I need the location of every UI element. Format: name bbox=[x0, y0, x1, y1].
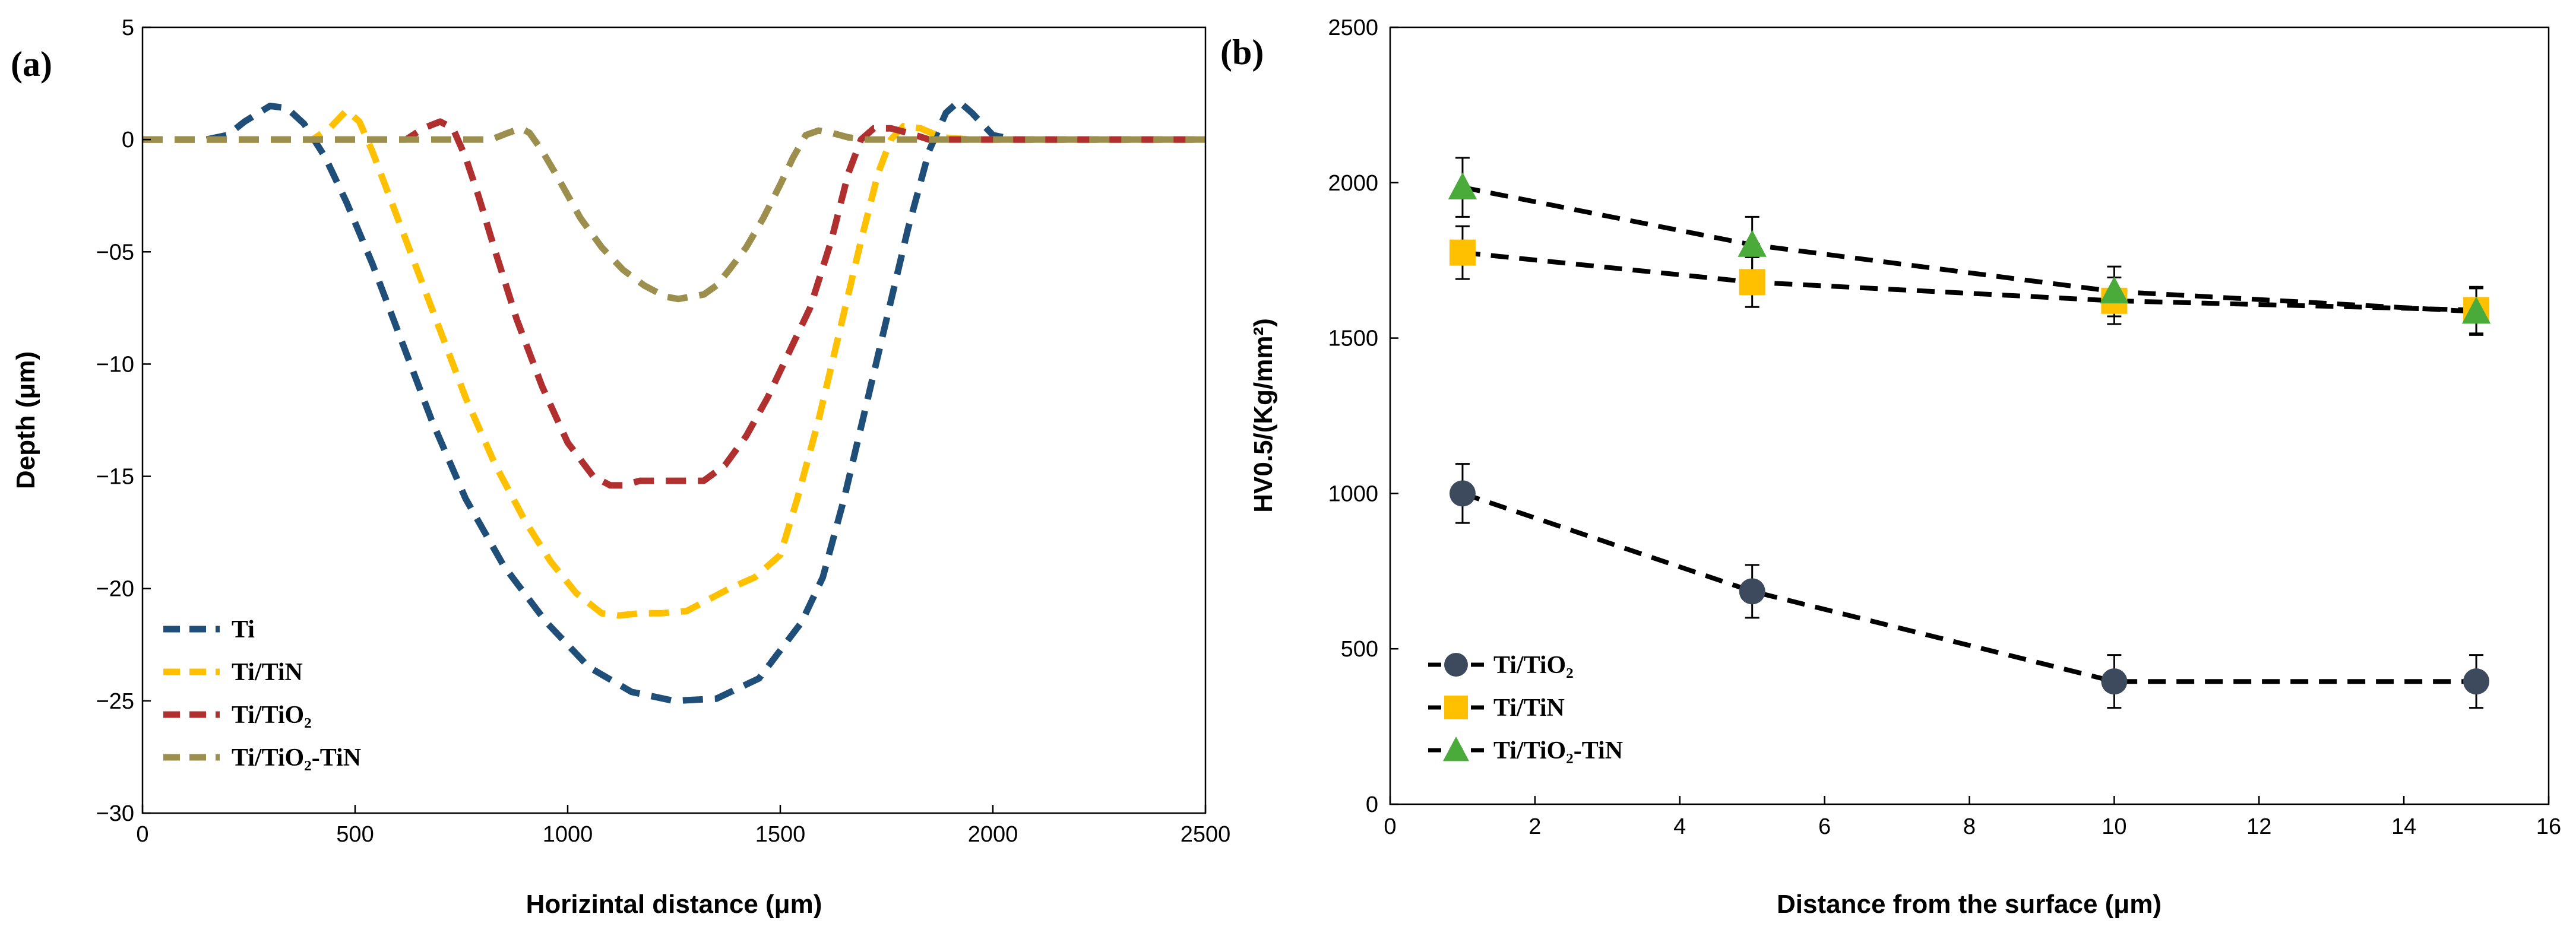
panel-b-x-axis-title: Distance from the surface (μm) bbox=[1777, 890, 2162, 919]
x-tick-label: 0 bbox=[1384, 814, 1396, 839]
series-line-ti-tin bbox=[143, 107, 1205, 619]
x-tick-label: 12 bbox=[2246, 814, 2271, 839]
y-tick-label: −30 bbox=[96, 801, 134, 826]
x-tick-label: 2000 bbox=[968, 822, 1018, 847]
y-tick-label: 1000 bbox=[1328, 481, 1378, 506]
legend-marker-ti-tio bbox=[1444, 653, 1468, 677]
series-line-ti bbox=[143, 98, 1205, 704]
legend-marker-ti-tin bbox=[1444, 696, 1468, 719]
y-tick-label: 500 bbox=[1341, 637, 1378, 662]
x-tick-label: 4 bbox=[1673, 814, 1686, 839]
panel-a-legend: Ti Ti/TiN Ti/TiO₂ Ti/TiO₂-TiN bbox=[163, 616, 361, 772]
y-tick-label: −25 bbox=[96, 689, 134, 714]
panel-a-y-axis-title: Depth (μm) bbox=[11, 351, 40, 489]
panel-a-x-axis: 0 500 1000 1500 2000 2500 bbox=[136, 805, 1230, 847]
y-tick-label: 2500 bbox=[1328, 15, 1378, 40]
legend-label-ti-tin: Ti/TiN bbox=[232, 659, 303, 686]
legend-label-ti-tin: Ti/TiN bbox=[1493, 694, 1565, 722]
data-point-ti-tio-tin bbox=[1448, 172, 1477, 199]
data-point-ti-tio-tin bbox=[2100, 276, 2129, 304]
panel-b-legend: Ti/TiO₂ Ti/TiN Ti/TiO₂-TiN bbox=[1428, 652, 1623, 764]
y-tick-label: 0 bbox=[122, 128, 134, 153]
panel-a-series-lines bbox=[143, 98, 1205, 704]
y-tick-label: 5 bbox=[122, 15, 134, 40]
panel-b-x-axis: 0 2 4 6 8 10 12 14 16 bbox=[1384, 796, 2561, 839]
data-point-ti-tio-tin bbox=[1738, 230, 1767, 257]
x-tick-label: 2 bbox=[1528, 814, 1541, 839]
x-tick-label: 1500 bbox=[755, 822, 806, 847]
series-line-ti-tio-tin bbox=[143, 125, 1205, 303]
panel-a-y-axis: 5 0 −05 −10 −15 −20 −25 −30 bbox=[96, 15, 151, 826]
y-tick-label: −15 bbox=[96, 465, 134, 490]
legend-marker-ti-tio-tin bbox=[1443, 737, 1469, 761]
y-tick-label: 2000 bbox=[1328, 171, 1378, 196]
panel-b-markers bbox=[1448, 172, 2491, 695]
data-point-ti-tin bbox=[1449, 239, 1476, 266]
legend-label-ti: Ti bbox=[232, 616, 255, 643]
panel-a-label: (a) bbox=[11, 45, 52, 84]
panel-b-hardness: (b) 0 2 4 6 8 10 12 14 16 0 500 1000 1500 2000 2500 D… bbox=[1220, 15, 2561, 919]
x-tick-label: 6 bbox=[1818, 814, 1831, 839]
data-point-ti-tio-tin bbox=[2461, 296, 2491, 324]
x-tick-label: 0 bbox=[136, 822, 148, 847]
panel-a-plot-frame bbox=[141, 26, 1207, 814]
series-line-ti-tio bbox=[1461, 491, 2477, 684]
x-tick-label: 1000 bbox=[543, 822, 593, 847]
panel-a-depth-profile: (a) 0 500 1000 1500 2000 2500 5 0 −05 −10 −15 −20 −… bbox=[11, 15, 1230, 919]
y-tick-label: −20 bbox=[96, 577, 134, 602]
x-tick-label: 16 bbox=[2536, 814, 2561, 839]
x-tick-label: 2500 bbox=[1181, 822, 1231, 847]
y-tick-label: −05 bbox=[96, 240, 134, 265]
data-point-ti-tio bbox=[1449, 480, 1476, 507]
series-line-ti-tio bbox=[143, 118, 1205, 489]
data-point-ti-tio bbox=[2101, 668, 2128, 695]
legend-label-ti-tio: Ti/TiO₂ bbox=[1493, 652, 1574, 679]
y-tick-label: 0 bbox=[1366, 792, 1378, 817]
legend-label-ti-tio: Ti/TiO₂ bbox=[232, 702, 312, 729]
legend-label-ti-tio-tin: Ti/TiO₂-TiN bbox=[1493, 737, 1623, 764]
series-line-ti-tio-tin bbox=[1462, 185, 2477, 315]
data-point-ti-tin bbox=[1739, 269, 1765, 296]
y-tick-label: 1500 bbox=[1328, 326, 1378, 351]
panel-b-y-axis: 0 500 1000 1500 2000 2500 bbox=[1328, 15, 1398, 817]
x-tick-label: 10 bbox=[2102, 814, 2126, 839]
data-point-ti-tio bbox=[1739, 578, 1765, 605]
panel-b-label: (b) bbox=[1220, 33, 1264, 72]
data-point-ti-tio bbox=[2463, 668, 2490, 695]
x-tick-label: 14 bbox=[2391, 814, 2416, 839]
series-line-ti-tin bbox=[1462, 250, 2477, 313]
x-tick-label: 8 bbox=[1963, 814, 1976, 839]
panel-b-y-axis-title: HV0.5/(Kg/mm²) bbox=[1249, 318, 1278, 513]
x-tick-label: 500 bbox=[336, 822, 374, 847]
legend-label-ti-tio-tin: Ti/TiO₂-TiN bbox=[232, 744, 361, 772]
panel-b-series-lines bbox=[1461, 185, 2477, 684]
panel-a-x-axis-title: Horizintal distance (μm) bbox=[526, 890, 822, 919]
y-tick-label: −10 bbox=[96, 352, 134, 377]
